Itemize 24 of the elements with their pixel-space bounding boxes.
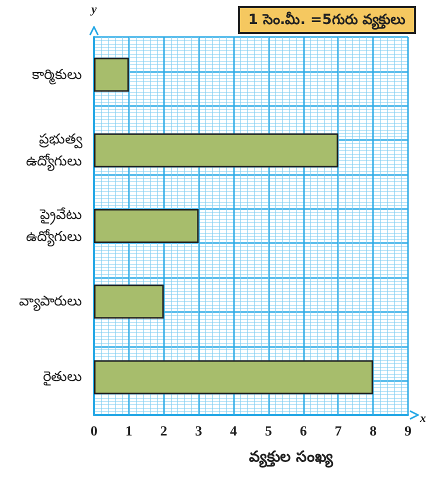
bar (94, 209, 199, 243)
y-tick-label: ప్రైవేటు ఉద్యోగులు (26, 207, 82, 247)
x-axis-title: వ్యక్తుల సంఖ్య (248, 448, 334, 468)
bar (94, 133, 338, 168)
bar (94, 284, 164, 319)
x-tick-label: 0 (90, 424, 98, 440)
x-tick-label: 4 (230, 424, 238, 440)
text: 1 సెం.మీ. =5గురు వ్యక్తులు (248, 12, 406, 30)
x-tick-label: 8 (370, 424, 377, 440)
y-tick-label: కార్మికులు (32, 66, 82, 85)
x-tick-label: 9 (404, 424, 412, 440)
y-tick-label: వ్యాపారులు (19, 294, 82, 312)
y-axis-title: y (89, 2, 98, 16)
x-tick-label: 5 (264, 424, 272, 440)
x-tick-label: 1 (125, 424, 132, 440)
y-tick-label: ప్రభుత్వ ఉద్యోగులు (26, 131, 83, 172)
x-tick-label: 3 (195, 424, 202, 440)
y-tick-label: రైతులు (43, 369, 82, 386)
bar (94, 360, 374, 394)
bar (94, 58, 129, 92)
x-tick-label: 6 (300, 424, 307, 440)
x-tick-label: 7 (334, 424, 342, 440)
x-tick-label: 2 (160, 424, 168, 440)
text: x (419, 411, 426, 425)
